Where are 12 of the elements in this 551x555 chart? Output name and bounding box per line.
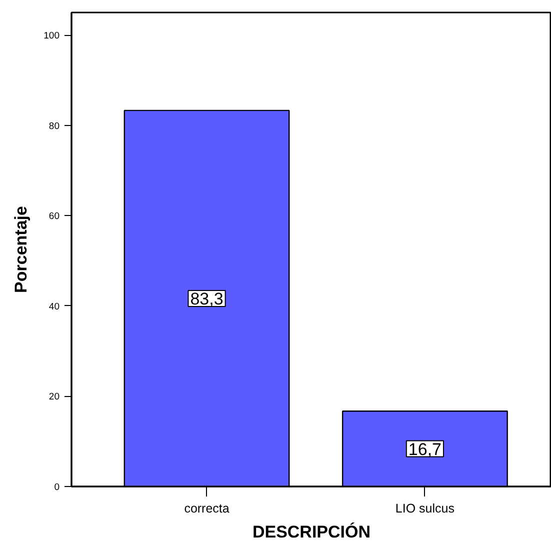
x-axis-title: DESCRIPCIÓN bbox=[252, 522, 371, 542]
y-tick-label: 100 bbox=[44, 30, 60, 42]
y-tick-label: 0 bbox=[54, 482, 60, 493]
y-axis-title: Porcentaje bbox=[12, 206, 31, 293]
y-tick-label: 20 bbox=[48, 392, 60, 403]
y-tick-label: 80 bbox=[48, 120, 60, 132]
data-label: 83,3 bbox=[190, 289, 224, 308]
data-label: 16,7 bbox=[408, 440, 442, 459]
x-tick-label: LIO sulcus bbox=[395, 502, 454, 516]
x-tick-label: correcta bbox=[184, 502, 230, 516]
y-tick-label: 60 bbox=[48, 211, 60, 222]
y-tick-label: 40 bbox=[48, 301, 60, 312]
